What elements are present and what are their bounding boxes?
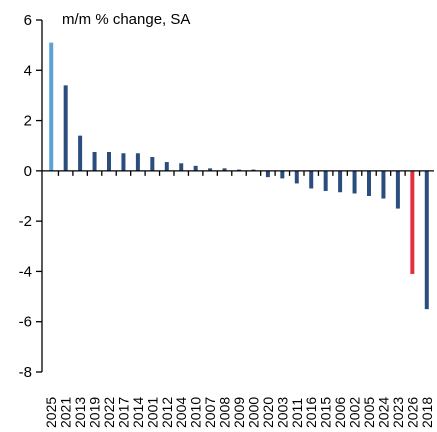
bar-2007 <box>208 168 213 171</box>
x-tick-label: 2003 <box>274 397 290 428</box>
x-tick-label: 2015 <box>318 397 334 428</box>
bar-2004 <box>179 163 184 171</box>
bar-2010 <box>193 165 198 171</box>
bar-2021 <box>63 85 68 171</box>
x-tick-label: 2025 <box>43 397 59 428</box>
y-tick-label: -6 <box>19 314 32 331</box>
x-tick-label: 2012 <box>159 397 175 428</box>
bar-2023 <box>395 170 400 209</box>
y-tick-label: 2 <box>24 113 32 130</box>
y-axis: 6 4 2 0 -2 -4 -6 -8 <box>19 12 43 381</box>
x-tick-label: 2018 <box>419 397 435 428</box>
x-tick-label: 2014 <box>130 397 146 428</box>
x-tick-label: 2011 <box>289 398 305 428</box>
y-tick-label: -2 <box>19 213 32 230</box>
y-tick-label: 4 <box>24 62 32 79</box>
y-tick-label: 0 <box>24 163 32 180</box>
bar-2018 <box>424 170 429 310</box>
x-tick-label: 2021 <box>58 397 74 428</box>
x-tick-label: 2013 <box>72 397 88 428</box>
x-tick-label: 2017 <box>115 397 131 428</box>
bar-2016 <box>309 170 314 189</box>
bar-2017 <box>121 153 126 171</box>
y-tick-label: -4 <box>19 263 32 280</box>
bar-2001 <box>150 157 155 171</box>
x-tick-label: 2024 <box>375 397 391 428</box>
x-tick-label: 2016 <box>303 397 319 428</box>
bar-2026 <box>410 170 415 274</box>
x-tick-label: 2007 <box>202 397 218 428</box>
bars <box>49 42 429 310</box>
x-tick-label: 2026 <box>404 397 420 428</box>
x-tick-label: 2020 <box>260 397 276 428</box>
bar-2022 <box>107 152 111 171</box>
x-tick-label: 2010 <box>188 397 204 428</box>
x-tick-label: 2009 <box>231 397 247 428</box>
x-tick-label: 2002 <box>347 397 363 428</box>
y-tick-label: -8 <box>19 364 32 381</box>
bar-2006 <box>338 170 343 193</box>
bar-2024 <box>381 170 386 199</box>
x-tick-label: 2005 <box>361 397 377 428</box>
x-tick-label: 2006 <box>332 397 348 428</box>
bar-2019 <box>92 152 97 171</box>
y-axis-unit-label: m/m % change, SA <box>62 11 190 28</box>
bar-2015 <box>323 170 328 191</box>
x-tick-label: 2000 <box>245 397 261 428</box>
bar-2011 <box>294 170 299 184</box>
bar-2014 <box>135 153 140 171</box>
bar-2012 <box>164 162 169 171</box>
x-tick-label: 2019 <box>87 397 103 428</box>
x-tick-label: 2023 <box>390 397 406 428</box>
bar-2020 <box>265 170 270 178</box>
bar-2003 <box>280 170 285 179</box>
bar-2025 <box>49 42 54 171</box>
x-axis: 2025202120132019202220172014200120122004… <box>42 170 435 428</box>
bar-2005 <box>367 170 371 196</box>
bar-2008 <box>222 168 227 171</box>
y-tick-label: 6 <box>24 12 32 29</box>
bar-2002 <box>352 170 357 194</box>
x-tick-label: 2008 <box>217 397 233 428</box>
x-tick-label: 2022 <box>101 397 117 428</box>
x-tick-label: 2004 <box>173 397 189 428</box>
bar-2013 <box>78 135 83 171</box>
x-tick-label: 2001 <box>144 397 160 428</box>
